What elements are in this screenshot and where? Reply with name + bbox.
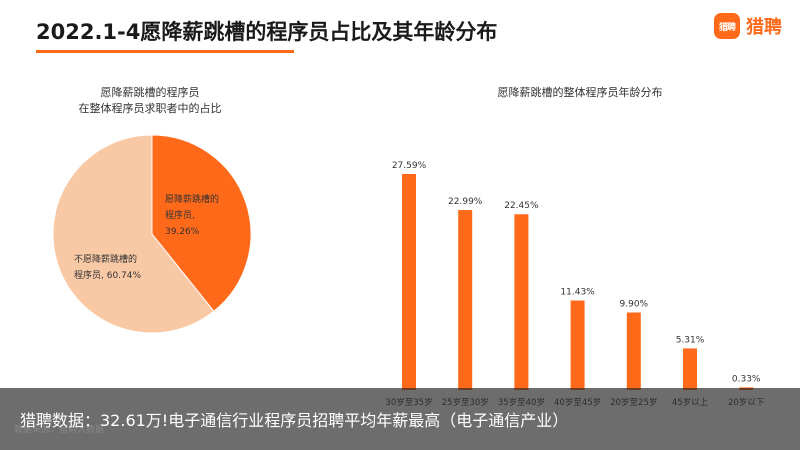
liepin-logo: 猎聘 猎聘 bbox=[714, 13, 782, 39]
bar-0 bbox=[402, 174, 416, 390]
bar-2 bbox=[514, 214, 529, 390]
logo-badge-icon: 猎聘 bbox=[714, 13, 740, 39]
bar-chart-title: 愿降薪跳槽的整体程序员年龄分布 bbox=[497, 86, 663, 99]
caption-text: 猎聘数据：32.61万!电子通信行业程序员招聘平均年薪最高（电子通信产业） bbox=[20, 411, 569, 430]
pie-slice-label-1-0: 不愿降薪跳槽的 bbox=[74, 253, 137, 265]
bar-value-label-1: 22.99% bbox=[448, 197, 483, 207]
pie-title-line-1: 愿降薪跳槽的程序员 bbox=[100, 86, 200, 99]
pie-slice-label-1-1: 程序员, 60.74% bbox=[74, 269, 141, 281]
bar-value-label-6: 0.33% bbox=[732, 374, 761, 384]
bar-value-label-4: 9.90% bbox=[620, 299, 649, 309]
bar-value-label-0: 27.59% bbox=[392, 161, 427, 171]
bar-value-label-5: 5.31% bbox=[676, 335, 705, 345]
logo-text: 猎聘 bbox=[746, 17, 782, 38]
bar-3 bbox=[570, 300, 585, 390]
data-source-note: 数据来源：猎聘大数据 bbox=[14, 425, 105, 435]
pie-slice-label-0-1: 程序员, bbox=[165, 209, 195, 221]
page-title: 2022.1-4愿降薪跳槽的程序员占比及其年龄分布 bbox=[36, 20, 498, 44]
pie-title-line-2: 在整体程序员求职者中的占比 bbox=[78, 102, 222, 115]
pie-slice-label-0-0: 愿降薪跳槽的 bbox=[165, 193, 219, 205]
bar-5 bbox=[683, 348, 697, 390]
bar-1 bbox=[458, 210, 473, 390]
bar-4 bbox=[626, 312, 641, 390]
pie-slice-1 bbox=[52, 134, 215, 334]
pie-slice-0 bbox=[151, 134, 252, 313]
title-underline bbox=[36, 50, 294, 53]
pie-slice-label-0-2: 39.26% bbox=[165, 227, 200, 237]
caption-band bbox=[0, 388, 800, 450]
bar-value-label-3: 11.43% bbox=[560, 288, 595, 298]
bar-value-label-2: 22.45% bbox=[504, 201, 539, 211]
